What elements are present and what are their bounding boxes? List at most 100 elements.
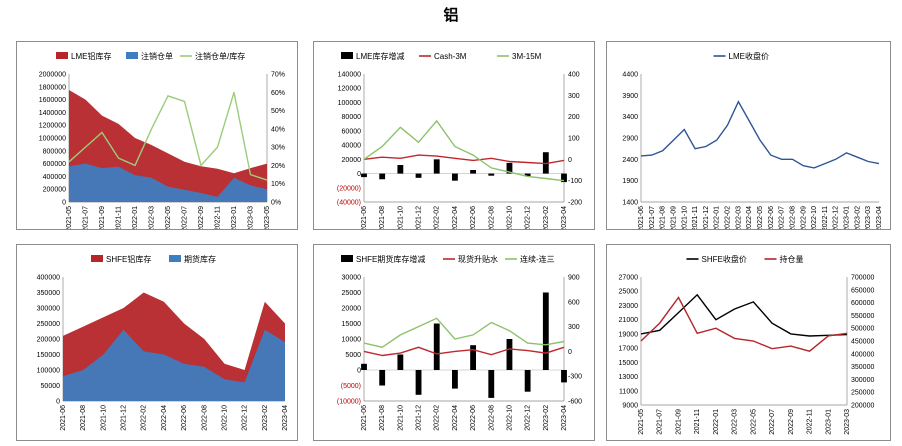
y-tick-label-left: 20000 [342,157,362,164]
y-tick-label-left: 1400 [622,200,638,207]
x-tick-label: 2022-10 [506,206,513,229]
bar-mark [561,173,567,183]
y-tick-label-left: 200000 [37,337,60,344]
y-tick-label-right: 30% [271,145,285,152]
y-tick-label-right: 60% [271,90,285,97]
y-tick-label-right: -300 [568,374,582,381]
bar-mark [379,173,386,180]
y-tick-label-left: 13000 [619,374,639,381]
x-tick-label: 2023-02 [543,405,550,431]
x-tick-label: 2022-12 [833,206,840,229]
y-tick-label-right: -200 [568,200,582,207]
line-series [363,119,565,182]
y-tick-label-left: 2400 [622,157,638,164]
x-tick-label: 2022-07 [769,409,776,435]
y-tick-label-left: 5000 [345,352,361,359]
chart-panel-shfe-inventory: 0 50000 100000 150000 200000 250000 300000 3500… [16,244,298,441]
y-tick-label-left: 1900 [622,178,638,185]
legend-swatch [56,52,68,59]
chart-svg: 1400 1900 2400 2900 3400 3900 4400 2021-06 2021-… [622,51,883,229]
x-tick-label: 2021-09 [99,206,106,229]
y-tick-label-right: 700000 [851,275,874,282]
y-tick-label-left: 50000 [41,383,61,390]
y-tick-label-right: 50% [271,108,285,115]
legend-swatch [341,52,353,59]
x-tick-label: 2022-09 [800,206,807,229]
bar-mark [361,173,367,178]
line-series [363,154,565,165]
x-tick-label: 2022-11 [822,206,829,229]
y-tick-label-right: 0 [568,349,572,356]
x-tick-label: 2021-10 [397,405,404,431]
x-tick-label: 2023-03 [248,206,255,229]
x-tick-label: 2021-05 [66,206,73,229]
y-tick-label-left: 120000 [338,86,361,93]
x-tick-label: 2021-11 [694,409,701,434]
y-tick-label-right: 900 [568,275,580,282]
x-tick-label: 2023-04 [282,405,289,431]
y-tick-label-right: 100 [568,136,580,143]
line-series [363,317,565,349]
x-tick-label: 2022-08 [488,206,495,229]
x-tick-label: 2023-01 [825,409,832,435]
y-tick-label-right: 300000 [851,377,874,384]
y-tick-label-left: 3400 [622,114,638,121]
y-tick-label-right: 400000 [851,351,874,358]
y-tick-label-right: 450000 [851,339,874,346]
x-tick-label: 2021-06 [638,206,645,229]
area-series [63,329,285,401]
x-tick-label: 2022-12 [242,405,249,431]
y-tick-label-left: 80000 [342,114,362,121]
x-tick-label: 2022-01 [713,409,720,435]
x-tick-label: 2021-08 [379,206,386,229]
legend-label: SHFE收盘价 [702,254,747,264]
x-tick-label: 2021-05 [638,409,645,435]
x-tick-label: 2022-08 [789,206,796,229]
x-tick-label: 2021-12 [121,405,128,431]
x-tick-label: 2022-08 [488,405,495,431]
y-tick-label-left: 250000 [37,321,60,328]
bar-mark [488,370,495,398]
legend-label: SHFE铝库存 [106,254,151,264]
y-tick-label-left: 0 [357,368,361,375]
y-tick-label-left: 400000 [37,275,60,282]
x-tick-label: 2023-04 [876,206,883,229]
x-tick-label: 2021-09 [670,206,677,229]
x-tick-label: 2022-06 [470,405,477,431]
y-tick-label-right: -600 [568,399,582,406]
x-tick-label: 2021-07 [657,409,664,435]
x-tick-label: 2022-06 [181,405,188,431]
bar-mark [361,363,367,370]
y-tick-label-left: 200000 [43,187,66,194]
y-tick-label-right: 550000 [851,313,874,320]
y-tick-label-left: 0 [357,171,361,178]
x-tick-label: 2023-05 [264,206,271,229]
x-tick-label: 2021-08 [379,405,386,431]
y-tick-label-right: 350000 [851,364,874,371]
y-tick-label-right: 70% [271,72,285,79]
bar-mark [397,354,404,370]
y-tick-label-left: 27000 [619,275,639,282]
x-tick-label: 2023-02 [854,206,861,229]
bar-mark [451,370,458,389]
y-tick-label-right: 600000 [851,300,874,307]
x-tick-label: 2023-02 [262,405,269,431]
y-tick-label-left: 2000000 [39,72,66,79]
y-tick-label-right: 200 [568,114,580,121]
y-tick-label-right: 300 [568,324,580,331]
x-tick-label: 2021-12 [416,206,423,229]
y-tick-label-right: 600 [568,299,580,306]
y-tick-label-right: 0% [271,200,281,207]
legend-label: LME收盘价 [729,51,769,61]
legend-label: LME铝库存 [71,51,111,61]
chart-svg: 0 200000 400000 600000 800000 1000000 1200000 1… [39,51,285,229]
y-tick-label-left: 150000 [37,352,60,359]
x-tick-label: 2021-08 [660,206,667,229]
y-tick-label-right: 650000 [851,287,874,294]
y-tick-label-left: 4400 [622,72,638,79]
legend-label: 持仓量 [780,254,804,264]
legend-label: Cash-3M [434,52,467,61]
chart-svg: (10000) (5000) 0 5000 10000 15000 20000 25000 30… [337,254,582,431]
chart-svg: (40000) (20000) 0 20000 40000 60000 80000 10000… [337,51,582,229]
y-tick-label-right: 250000 [851,390,874,397]
